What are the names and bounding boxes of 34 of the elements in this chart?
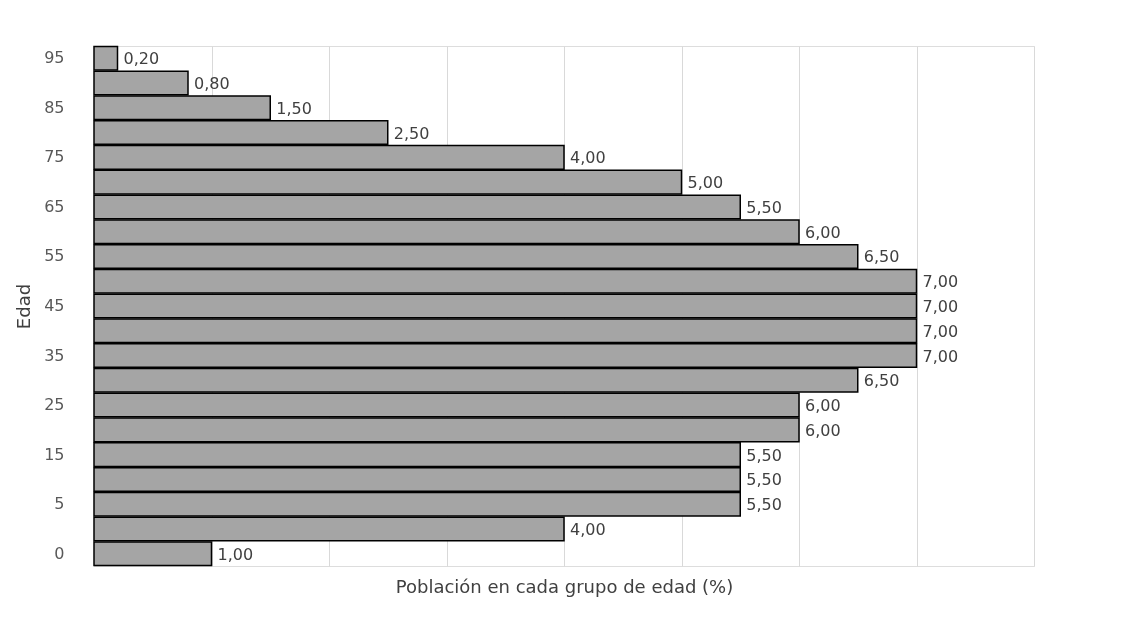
data-label: 7,00 [922,297,959,316]
y-tick-label: 95 [44,48,65,68]
data-label: 5,50 [746,197,782,217]
data-label: 0,20 [123,49,160,69]
y-tick-label: 0 [54,543,65,563]
data-label: 7,00 [922,321,959,341]
data-label: 1,00 [217,544,254,564]
data-label: 4,00 [570,519,606,539]
y-tick-label: 15 [44,444,65,464]
data-label: 0,80 [194,74,230,94]
y-tick-label: 65 [44,196,65,216]
x-axis-title: Población en cada grupo de edad (%) [395,575,734,597]
y-axis-title: Edad [13,283,35,330]
y-tick-label: 35 [44,345,65,365]
y-tick-label: 75 [44,147,65,167]
y-tick-label: 5 [54,494,65,514]
y-tick-label: 85 [44,97,65,117]
data-label: 5,50 [746,470,782,490]
data-label: 6,00 [805,222,841,242]
y-tick-label: 45 [44,296,65,315]
data-label: 6,00 [805,420,841,440]
data-label: 6,50 [863,371,900,391]
data-label: 5,50 [746,495,782,515]
data-label: 2,50 [393,123,430,143]
y-tick-label: 25 [44,395,65,415]
data-label: 1,50 [276,98,312,118]
data-label: 6,50 [863,247,900,267]
y-tick-label: 55 [44,246,65,266]
data-label: 6,00 [805,396,841,416]
data-label: 5,00 [687,173,724,193]
data-label: 7,00 [922,272,959,292]
data-label: 5,50 [746,445,782,465]
data-label: 7,00 [922,346,959,366]
data-label: 4,00 [570,148,606,168]
